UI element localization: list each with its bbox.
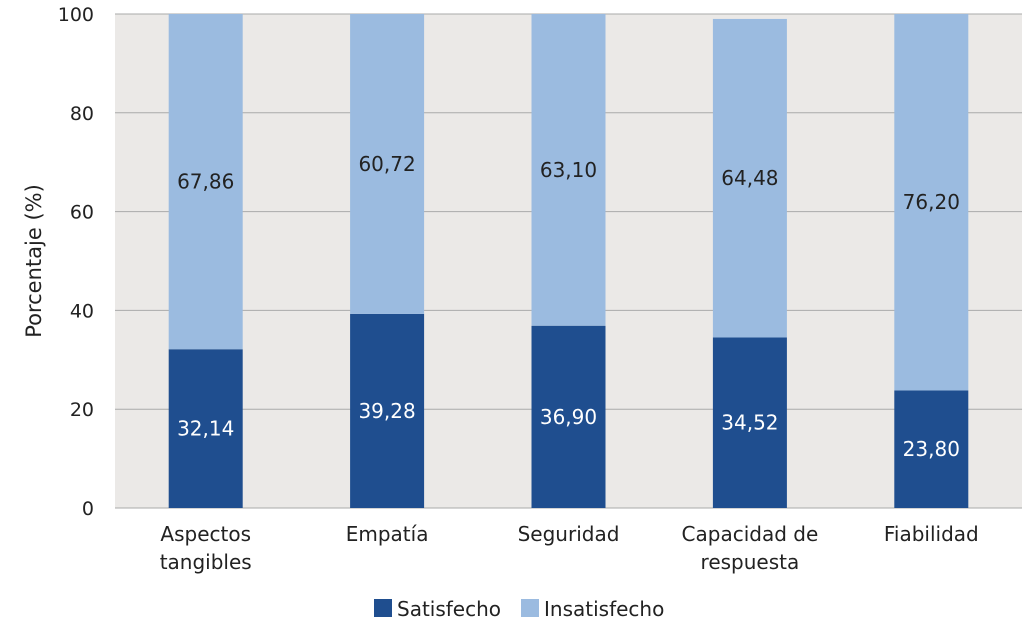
legend-swatch (374, 599, 392, 617)
x-tick-label: Fiabilidad (884, 522, 979, 546)
x-tick-label: respuesta (701, 550, 800, 574)
bar-insatisfecho-1 (350, 14, 425, 314)
y-tick-label: 60 (70, 202, 94, 224)
data-label: 34,52 (721, 411, 778, 435)
data-label: 76,20 (903, 190, 960, 214)
legend-label: Satisfecho (397, 597, 501, 621)
y-tick-label: 20 (70, 399, 94, 421)
bar-insatisfecho-3 (712, 18, 787, 338)
y-tick-label: 100 (58, 4, 94, 26)
bar-insatisfecho-2 (531, 14, 606, 326)
x-tick-label: Capacidad de (682, 522, 819, 546)
data-label: 63,10 (540, 158, 597, 182)
bar-insatisfecho-0 (168, 14, 243, 350)
y-tick-label: 0 (82, 498, 94, 520)
x-tick-label: Aspectos (160, 522, 251, 546)
x-tick-label: Seguridad (518, 522, 620, 546)
y-axis-title: Porcentaje (%) (22, 184, 46, 338)
y-tick-label: 80 (70, 103, 94, 125)
bar-satisfecho-4 (894, 390, 969, 508)
bar-satisfecho-0 (168, 349, 243, 508)
data-label: 36,90 (540, 405, 597, 429)
data-label: 67,86 (177, 170, 234, 194)
bar-satisfecho-3 (712, 337, 787, 508)
bar-satisfecho-1 (350, 313, 425, 508)
data-label: 64,48 (721, 166, 778, 190)
data-label: 23,80 (903, 437, 960, 461)
x-tick-label: Empatía (346, 522, 429, 546)
legend-swatch (521, 599, 539, 617)
data-label: 39,28 (358, 399, 415, 423)
data-label: 32,14 (177, 417, 234, 441)
bar-satisfecho-2 (531, 325, 606, 508)
data-label: 60,72 (358, 152, 415, 176)
y-tick-label: 40 (70, 300, 94, 322)
x-tick-label: tangibles (160, 550, 252, 574)
bar-insatisfecho-4 (894, 14, 969, 391)
legend-label: Insatisfecho (544, 597, 664, 621)
